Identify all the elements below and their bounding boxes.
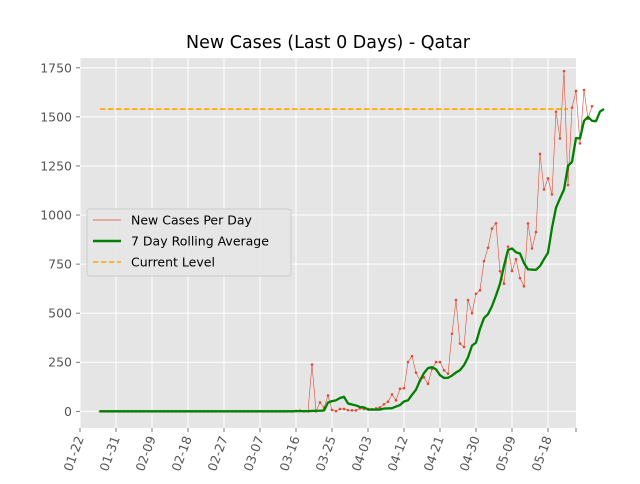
- daily-cases-point: [574, 89, 578, 93]
- daily-cases-point: [502, 282, 506, 286]
- daily-cases-point: [410, 354, 414, 358]
- daily-cases-point: [474, 292, 478, 296]
- daily-cases-point: [530, 247, 534, 250]
- y-tick-label: 1250: [40, 158, 72, 173]
- daily-cases-point: [498, 269, 502, 273]
- daily-cases-point: [326, 394, 330, 397]
- daily-cases-point: [342, 407, 346, 411]
- y-tick-label: 0: [64, 404, 72, 419]
- daily-cases-point: [434, 360, 438, 364]
- series-layer: [98, 69, 605, 413]
- daily-cases-point: [426, 382, 430, 386]
- daily-cases-point: [570, 106, 574, 109]
- daily-cases-point: [546, 177, 550, 180]
- daily-cases-point: [590, 104, 594, 108]
- daily-cases-point: [538, 152, 542, 156]
- daily-cases-point: [494, 221, 498, 225]
- y-tick-label: 1000: [40, 208, 72, 223]
- daily-cases-point: [510, 269, 514, 273]
- daily-cases-point: [534, 230, 538, 234]
- daily-cases-point: [394, 399, 398, 402]
- daily-cases-point: [454, 298, 458, 302]
- daily-cases-point: [386, 400, 390, 403]
- daily-cases-point: [310, 363, 314, 366]
- daily-cases-point: [566, 183, 570, 187]
- y-tick-label: 750: [48, 257, 72, 272]
- daily-cases-point: [582, 88, 586, 92]
- daily-cases-point: [350, 409, 354, 412]
- legend-label-current: Current Level: [131, 255, 215, 270]
- y-tick-label: 1750: [40, 60, 72, 75]
- daily-cases-point: [402, 386, 406, 390]
- daily-cases-point: [470, 311, 474, 315]
- daily-cases-point: [550, 193, 554, 196]
- daily-cases-point: [518, 276, 522, 280]
- rolling-average-line: [100, 108, 605, 413]
- daily-cases-point: [458, 342, 462, 345]
- daily-cases-point: [526, 222, 530, 225]
- daily-cases-point: [562, 69, 566, 73]
- daily-cases-point: [514, 257, 518, 261]
- daily-cases-point: [522, 284, 526, 288]
- daily-cases-point: [378, 406, 382, 409]
- daily-cases-point: [422, 376, 426, 379]
- daily-cases-point: [446, 372, 450, 375]
- legend-label-rolling: 7 Day Rolling Average: [131, 234, 269, 249]
- daily-cases-point: [478, 288, 482, 292]
- daily-cases-point: [334, 409, 338, 413]
- chart-title: New Cases (Last 0 Days) - Qatar: [186, 33, 471, 53]
- daily-cases-point: [466, 298, 470, 302]
- daily-cases-point: [318, 401, 322, 404]
- daily-cases-point: [578, 142, 582, 145]
- daily-cases-point: [482, 259, 486, 263]
- y-tick-label: 250: [48, 355, 72, 370]
- daily-cases-point: [382, 402, 386, 406]
- daily-cases-point: [490, 227, 494, 230]
- daily-cases-point: [438, 360, 442, 364]
- y-tick-label: 1500: [40, 109, 72, 124]
- daily-cases-point: [462, 345, 466, 349]
- daily-cases-point: [354, 409, 358, 412]
- legend: New Cases Per Day 7 Day Rolling Average …: [86, 208, 292, 277]
- daily-cases-point: [554, 110, 558, 114]
- daily-cases-point: [406, 360, 410, 364]
- daily-cases-point: [450, 332, 454, 336]
- legend-label-daily: New Cases Per Day: [131, 213, 252, 228]
- daily-cases-point: [442, 368, 446, 372]
- daily-cases-point: [390, 393, 394, 396]
- daily-cases-point: [398, 387, 402, 391]
- daily-cases-point: [542, 188, 546, 191]
- y-tick-label: 500: [48, 306, 72, 321]
- daily-cases-point: [346, 408, 350, 412]
- daily-cases-point: [506, 245, 510, 248]
- daily-cases-point: [330, 408, 334, 412]
- daily-cases-point: [338, 407, 342, 411]
- daily-cases-point: [486, 246, 490, 250]
- legend-box: [86, 208, 292, 277]
- daily-cases-point: [558, 137, 562, 140]
- daily-cases-point: [414, 371, 418, 374]
